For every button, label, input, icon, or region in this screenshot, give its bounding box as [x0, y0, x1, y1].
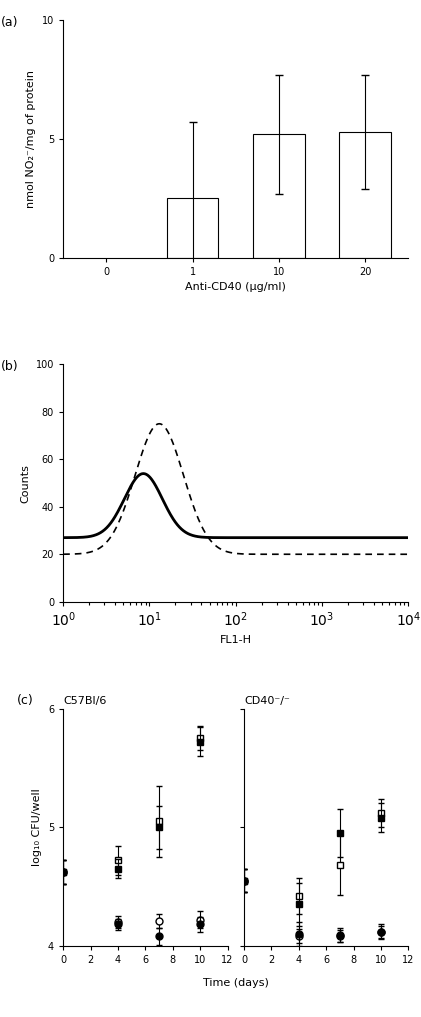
Y-axis label: log₁₀ CFU/well: log₁₀ CFU/well — [32, 788, 43, 866]
Text: (b): (b) — [1, 360, 19, 372]
Text: (c): (c) — [17, 695, 34, 707]
Text: C57Bl/6: C57Bl/6 — [63, 697, 107, 707]
X-axis label: FL1-H: FL1-H — [220, 635, 252, 645]
Bar — [339, 132, 391, 257]
Bar — [167, 198, 218, 257]
Y-axis label: nmol NO₂⁻/mg of protein: nmol NO₂⁻/mg of protein — [27, 70, 36, 208]
Text: CD40⁻/⁻: CD40⁻/⁻ — [244, 697, 290, 707]
Text: Time (days): Time (days) — [203, 978, 269, 989]
Y-axis label: Counts: Counts — [20, 464, 30, 502]
X-axis label: Anti-CD40 (μg/ml): Anti-CD40 (μg/ml) — [185, 283, 286, 292]
Text: (a): (a) — [1, 15, 19, 28]
Bar — [253, 134, 305, 257]
